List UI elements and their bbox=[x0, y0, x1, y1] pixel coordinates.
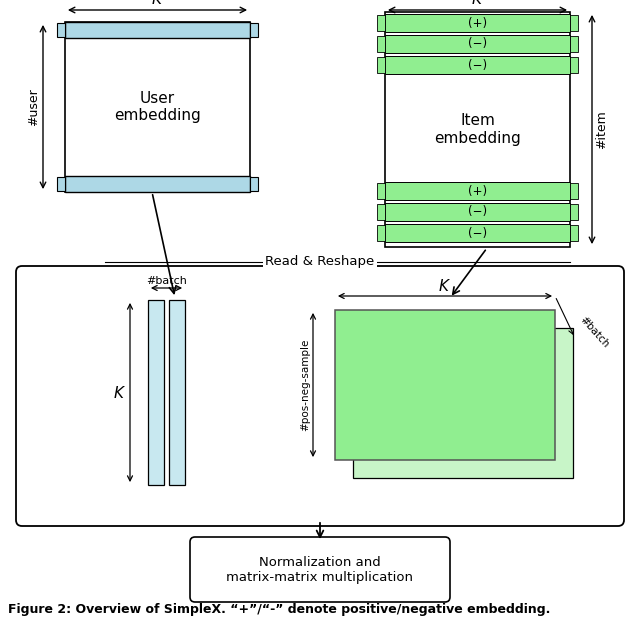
Bar bbox=[570, 36, 578, 52]
Bar bbox=[385, 182, 570, 200]
Bar bbox=[385, 203, 570, 221]
Text: Normalization and
matrix-matrix multiplication: Normalization and matrix-matrix multipli… bbox=[227, 555, 413, 584]
Bar bbox=[169, 300, 185, 485]
Text: (+): (+) bbox=[468, 17, 487, 30]
Text: (+): (+) bbox=[468, 184, 487, 197]
Text: #batch: #batch bbox=[146, 276, 187, 286]
Bar bbox=[65, 22, 250, 192]
Text: #item: #item bbox=[595, 110, 608, 149]
Text: #user: #user bbox=[27, 88, 40, 126]
Bar bbox=[377, 204, 385, 220]
Bar bbox=[377, 225, 385, 241]
Text: Item
embedding: Item embedding bbox=[434, 113, 521, 145]
Bar bbox=[570, 183, 578, 199]
Bar bbox=[377, 36, 385, 52]
Text: #batch: #batch bbox=[578, 314, 611, 350]
FancyBboxPatch shape bbox=[190, 537, 450, 602]
Bar bbox=[335, 310, 555, 460]
Bar bbox=[353, 328, 573, 478]
Bar bbox=[250, 177, 258, 191]
Bar bbox=[377, 15, 385, 31]
Bar bbox=[148, 300, 164, 485]
Bar bbox=[385, 35, 570, 53]
Text: (−): (−) bbox=[468, 59, 487, 72]
Bar bbox=[65, 176, 250, 192]
Text: (−): (−) bbox=[468, 227, 487, 240]
Bar bbox=[570, 204, 578, 220]
Bar bbox=[385, 14, 570, 32]
Bar bbox=[570, 225, 578, 241]
Bar bbox=[385, 56, 570, 74]
Bar bbox=[65, 22, 250, 38]
Text: $K$: $K$ bbox=[151, 0, 164, 7]
Text: Figure 2: Overview of SimpleX. “+”/“-” denote positive/negative embedding.: Figure 2: Overview of SimpleX. “+”/“-” d… bbox=[8, 604, 550, 617]
Bar bbox=[57, 177, 65, 191]
Text: $K$: $K$ bbox=[113, 384, 126, 400]
Bar bbox=[250, 23, 258, 37]
Bar bbox=[377, 183, 385, 199]
Text: $K$: $K$ bbox=[438, 278, 451, 294]
Bar bbox=[570, 57, 578, 73]
Text: #pos-neg-sample: #pos-neg-sample bbox=[300, 339, 310, 431]
Bar bbox=[57, 23, 65, 37]
Bar bbox=[385, 12, 570, 247]
Bar bbox=[570, 15, 578, 31]
Text: (−): (−) bbox=[468, 206, 487, 219]
Text: (−): (−) bbox=[468, 38, 487, 51]
Text: $K$: $K$ bbox=[471, 0, 484, 7]
Bar bbox=[385, 224, 570, 242]
Bar bbox=[377, 57, 385, 73]
Text: Read & Reshape: Read & Reshape bbox=[266, 256, 374, 269]
Text: User
embedding: User embedding bbox=[114, 91, 201, 123]
FancyBboxPatch shape bbox=[16, 266, 624, 526]
